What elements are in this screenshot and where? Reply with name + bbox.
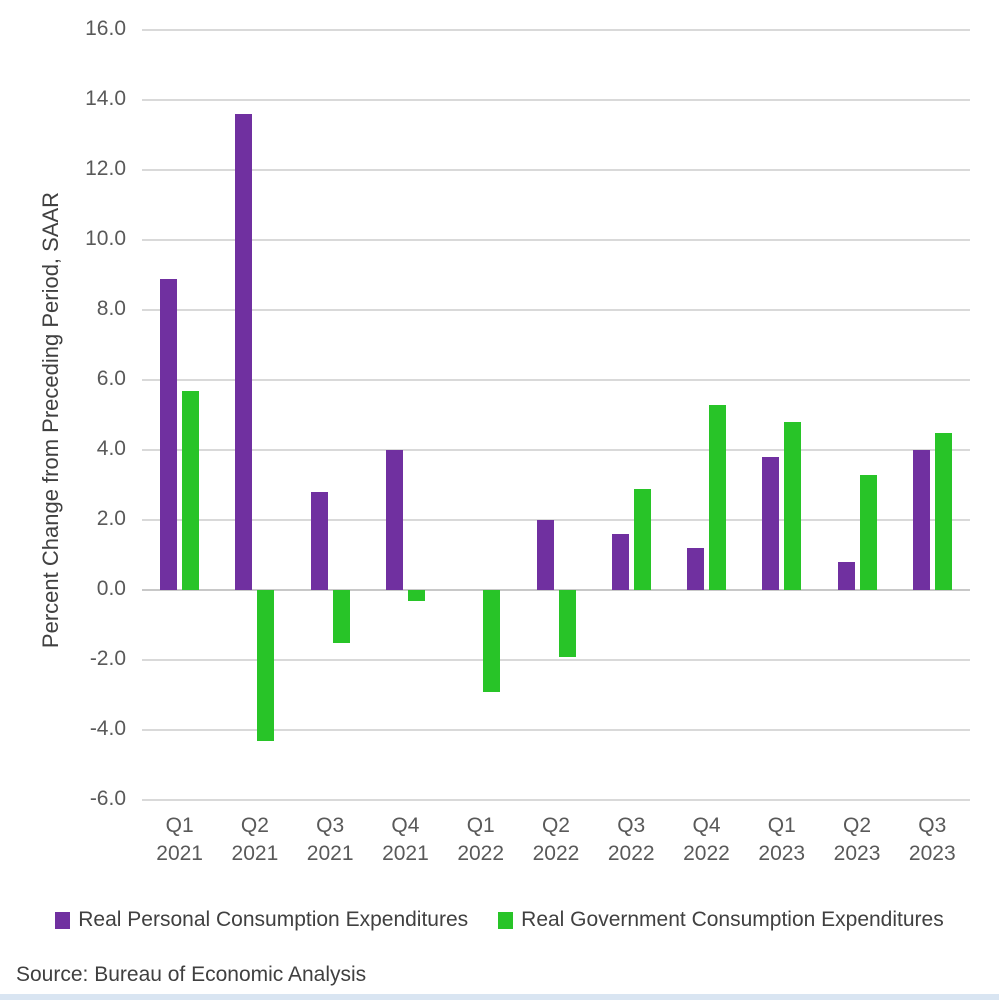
bar-government-q2-2023 — [859, 474, 877, 590]
x-tick-label-q1-2022: Q1 2022 — [457, 814, 505, 865]
bar-personal-q2-2022 — [536, 520, 554, 590]
x-tick-label-q2-2023: Q2 2023 — [833, 814, 881, 865]
legend-item-government-consumption: Real Government Consumption Expenditures — [498, 908, 944, 932]
x-tick-label-q4-2022: Q4 2022 — [683, 814, 730, 865]
y-tick-label: 12.0 — [85, 157, 126, 181]
legend-label-government-consumption: Real Government Consumption Expenditures — [521, 908, 944, 931]
gridline-16.0 — [142, 29, 970, 31]
bar-government-q1-2021 — [182, 390, 200, 590]
x-tick-label-q1-2021: Q1 2021 — [156, 814, 203, 865]
bar-personal-q4-2022 — [687, 548, 705, 590]
bar-personal-q2-2021 — [235, 114, 253, 590]
gridline-10.0 — [142, 239, 970, 241]
legend-label-personal-consumption: Real Personal Consumption Expenditures — [78, 908, 469, 931]
source-note: Source: Bureau of Economic Analysis — [16, 963, 367, 986]
bar-government-q3-2023 — [934, 432, 952, 590]
bar-personal-q3-2022 — [611, 534, 629, 590]
x-tick-label-q3-2021: Q3 2021 — [306, 814, 354, 865]
y-tick-label: 8.0 — [96, 297, 126, 321]
y-axis-tick-labels: 16.0 14.0 12.0 10.0 8.0 6.0 4.0 2.0 0.0 -2.0 -4.0 -… — [0, 0, 126, 1000]
bar-government-q3-2021 — [332, 590, 350, 643]
chart-legend: Real Personal Consumption Expenditures R… — [0, 908, 999, 932]
bar-government-q3-2022 — [633, 488, 651, 590]
gridline--6.0 — [142, 799, 970, 801]
gridline-12.0 — [142, 169, 970, 171]
bar-personal-q2-2023 — [837, 562, 855, 590]
y-tick-label: 10.0 — [85, 227, 126, 251]
legend-swatch-purple — [55, 911, 71, 929]
y-tick-label: 6.0 — [96, 367, 126, 391]
x-tick-label-q3-2022: Q3 2022 — [607, 814, 655, 865]
x-tick-label-q2-2021: Q2 2021 — [231, 814, 279, 865]
gridline-8.0 — [142, 309, 970, 311]
y-tick-label: 4.0 — [96, 437, 126, 461]
bar-government-q4-2022 — [709, 404, 727, 590]
bar-personal-q3-2023 — [912, 450, 930, 590]
legend-item-personal-consumption: Real Personal Consumption Expenditures — [55, 908, 468, 932]
gridline-6.0 — [142, 379, 970, 381]
bar-government-q1-2023 — [784, 422, 802, 590]
plot-area — [142, 29, 970, 801]
x-tick-label-q1-2023: Q1 2023 — [758, 814, 806, 865]
gridline-0.0 — [142, 589, 970, 591]
legend-swatch-green — [498, 911, 514, 929]
y-axis-title: Percent Change from Preceding Period, SA… — [38, 191, 63, 649]
x-tick-label-q4-2021: Q4 2021 — [382, 814, 429, 865]
x-tick-label-q3-2023: Q3 2023 — [908, 814, 956, 865]
x-axis-tick-labels: Q1 2021 Q2 2021 Q3 2021 Q4 2021 Q1 2022 Q2 2022 Q3 20… — [142, 812, 970, 874]
gridline-4.0 — [142, 449, 970, 451]
bar-personal-q4-2021 — [385, 450, 403, 590]
gridline-2.0 — [142, 519, 970, 521]
y-tick-label: -4.0 — [89, 717, 126, 741]
bar-personal-q1-2023 — [762, 457, 780, 590]
y-tick-label: 14.0 — [85, 87, 126, 111]
bottom-edge-strip — [0, 994, 999, 1000]
bar-personal-q3-2021 — [310, 492, 328, 590]
y-tick-label: 16.0 — [85, 17, 126, 41]
bar-government-q4-2021 — [407, 590, 425, 601]
y-tick-label: -6.0 — [89, 787, 126, 811]
y-tick-label: 2.0 — [96, 507, 126, 531]
y-tick-label: -2.0 — [89, 647, 126, 671]
bar-government-q2-2021 — [257, 590, 275, 741]
y-tick-label: 0.0 — [96, 577, 126, 601]
bar-government-q2-2022 — [558, 590, 576, 657]
gridline-14.0 — [142, 99, 970, 101]
gridline--2.0 — [142, 659, 970, 661]
bar-government-q1-2022 — [483, 590, 501, 692]
gridline--4.0 — [142, 729, 970, 731]
bar-personal-q1-2021 — [160, 278, 178, 590]
x-tick-label-q2-2022: Q2 2022 — [532, 814, 580, 865]
